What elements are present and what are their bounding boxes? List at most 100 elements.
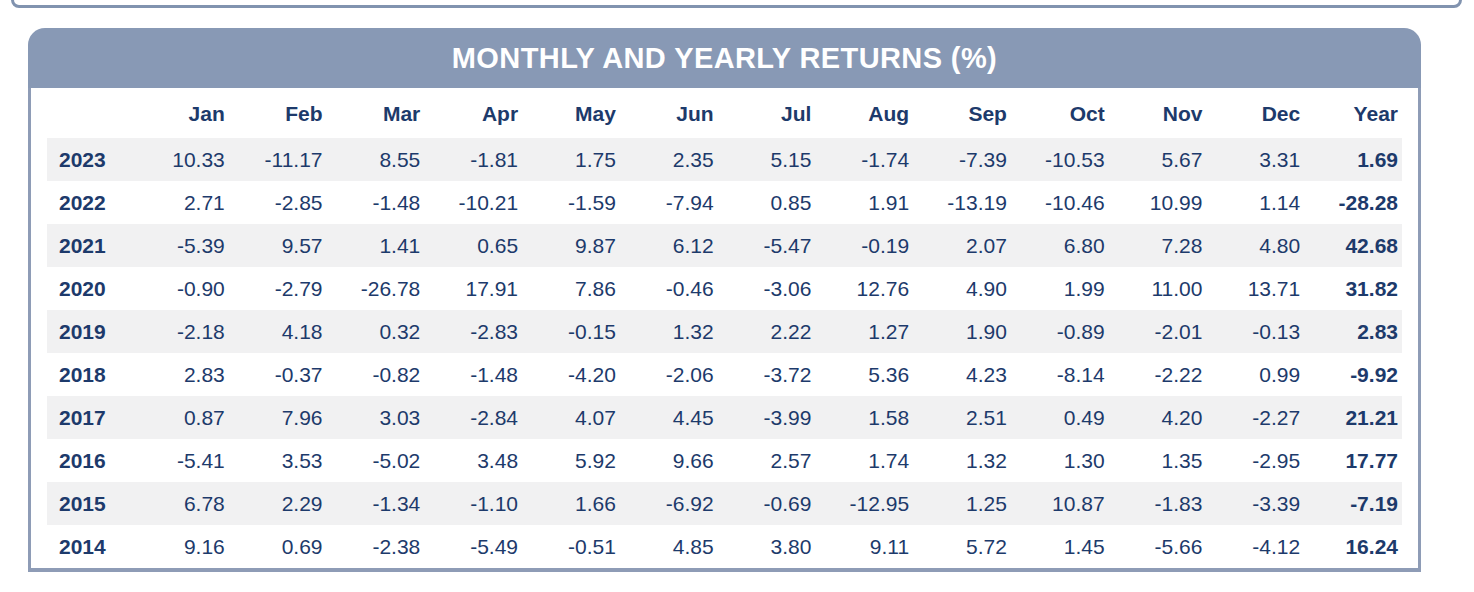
- monthly-return-cell: 9.87: [522, 224, 620, 267]
- monthly-return-cell: -1.34: [327, 482, 425, 525]
- year-total-cell: -7.19: [1304, 482, 1402, 525]
- monthly-return-cell: 3.48: [424, 439, 522, 482]
- panel-header-bar: MONTHLY AND YEARLY RETURNS (%): [28, 28, 1421, 88]
- monthly-return-cell: 1.14: [1206, 181, 1304, 224]
- monthly-return-cell: -4.20: [522, 353, 620, 396]
- monthly-return-cell: 9.11: [815, 525, 913, 568]
- year-total-cell: 17.77: [1304, 439, 1402, 482]
- year-total-header: Year: [1304, 90, 1402, 138]
- monthly-return-cell: 10.99: [1109, 181, 1207, 224]
- monthly-return-cell: -0.69: [718, 482, 816, 525]
- monthly-return-cell: 3.53: [229, 439, 327, 482]
- monthly-return-cell: 12.76: [815, 267, 913, 310]
- monthly-return-cell: -3.99: [718, 396, 816, 439]
- monthly-return-cell: -1.48: [424, 353, 522, 396]
- row-year-label: 2020: [47, 267, 131, 310]
- returns-table-body: 202310.33-11.178.55-1.811.752.355.15-1.7…: [47, 138, 1402, 568]
- monthly-return-cell: 8.55: [327, 138, 425, 181]
- monthly-return-cell: 4.80: [1206, 224, 1304, 267]
- monthly-return-cell: 9.66: [620, 439, 718, 482]
- monthly-return-cell: 13.71: [1206, 267, 1304, 310]
- monthly-return-cell: -2.06: [620, 353, 718, 396]
- year-total-cell: 31.82: [1304, 267, 1402, 310]
- returns-table-head: JanFebMarAprMayJunJulAugSepOctNovDecYear: [47, 90, 1402, 138]
- monthly-return-cell: -5.39: [131, 224, 229, 267]
- year-total-cell: -28.28: [1304, 181, 1402, 224]
- monthly-return-cell: -0.82: [327, 353, 425, 396]
- monthly-return-cell: -11.17: [229, 138, 327, 181]
- year-total-cell: 2.83: [1304, 310, 1402, 353]
- monthly-return-cell: 2.07: [913, 224, 1011, 267]
- year-total-cell: -9.92: [1304, 353, 1402, 396]
- monthly-return-cell: 3.80: [718, 525, 816, 568]
- monthly-return-cell: -3.06: [718, 267, 816, 310]
- panel-body: JanFebMarAprMayJunJulAugSepOctNovDecYear…: [28, 88, 1421, 572]
- monthly-return-cell: 11.00: [1109, 267, 1207, 310]
- monthly-return-cell: -2.01: [1109, 310, 1207, 353]
- monthly-return-cell: -0.46: [620, 267, 718, 310]
- monthly-return-cell: 2.29: [229, 482, 327, 525]
- year-total-cell: 1.69: [1304, 138, 1402, 181]
- monthly-return-cell: -0.15: [522, 310, 620, 353]
- monthly-return-cell: 6.80: [1011, 224, 1109, 267]
- monthly-return-cell: 0.99: [1206, 353, 1304, 396]
- row-year-label: 2023: [47, 138, 131, 181]
- monthly-return-cell: 4.85: [620, 525, 718, 568]
- month-header: Jun: [620, 90, 718, 138]
- monthly-return-cell: 0.87: [131, 396, 229, 439]
- month-header: Feb: [229, 90, 327, 138]
- monthly-return-cell: 4.20: [1109, 396, 1207, 439]
- monthly-return-cell: -2.27: [1206, 396, 1304, 439]
- monthly-return-cell: -3.72: [718, 353, 816, 396]
- monthly-return-cell: 1.30: [1011, 439, 1109, 482]
- monthly-return-cell: 10.33: [131, 138, 229, 181]
- month-header: Oct: [1011, 90, 1109, 138]
- monthly-return-cell: 9.57: [229, 224, 327, 267]
- monthly-return-cell: 2.83: [131, 353, 229, 396]
- monthly-return-cell: -8.14: [1011, 353, 1109, 396]
- month-header: Dec: [1206, 90, 1304, 138]
- monthly-return-cell: -0.51: [522, 525, 620, 568]
- monthly-return-cell: -5.47: [718, 224, 816, 267]
- table-row: 20149.160.69-2.38-5.49-0.514.853.809.115…: [47, 525, 1402, 568]
- monthly-return-cell: -2.38: [327, 525, 425, 568]
- year-total-cell: 42.68: [1304, 224, 1402, 267]
- monthly-return-cell: -2.95: [1206, 439, 1304, 482]
- monthly-return-cell: -10.46: [1011, 181, 1109, 224]
- monthly-return-cell: 1.58: [815, 396, 913, 439]
- monthly-return-cell: -2.83: [424, 310, 522, 353]
- monthly-return-cell: 17.91: [424, 267, 522, 310]
- monthly-return-cell: 1.91: [815, 181, 913, 224]
- month-header: Nov: [1109, 90, 1207, 138]
- monthly-return-cell: -2.85: [229, 181, 327, 224]
- monthly-return-cell: -2.79: [229, 267, 327, 310]
- monthly-return-cell: 7.96: [229, 396, 327, 439]
- monthly-return-cell: 2.51: [913, 396, 1011, 439]
- table-row: 2019-2.184.180.32-2.83-0.151.322.221.271…: [47, 310, 1402, 353]
- monthly-return-cell: 1.41: [327, 224, 425, 267]
- monthly-return-cell: 1.35: [1109, 439, 1207, 482]
- table-row: 20182.83-0.37-0.82-1.48-4.20-2.06-3.725.…: [47, 353, 1402, 396]
- monthly-return-cell: 6.78: [131, 482, 229, 525]
- table-row: 2021-5.399.571.410.659.876.12-5.47-0.192…: [47, 224, 1402, 267]
- year-total-cell: 16.24: [1304, 525, 1402, 568]
- monthly-return-cell: -5.66: [1109, 525, 1207, 568]
- monthly-return-cell: -7.39: [913, 138, 1011, 181]
- monthly-return-cell: -7.94: [620, 181, 718, 224]
- table-row: 20170.877.963.03-2.844.074.45-3.991.582.…: [47, 396, 1402, 439]
- panel-title: MONTHLY AND YEARLY RETURNS (%): [452, 42, 997, 75]
- monthly-return-cell: 1.99: [1011, 267, 1109, 310]
- monthly-return-cell: 1.45: [1011, 525, 1109, 568]
- table-row: 20156.782.29-1.34-1.101.66-6.92-0.69-12.…: [47, 482, 1402, 525]
- monthly-return-cell: -5.41: [131, 439, 229, 482]
- monthly-return-cell: -10.21: [424, 181, 522, 224]
- row-year-label: 2019: [47, 310, 131, 353]
- year-total-cell: 21.21: [1304, 396, 1402, 439]
- monthly-return-cell: 3.31: [1206, 138, 1304, 181]
- table-row: 20222.71-2.85-1.48-10.21-1.59-7.940.851.…: [47, 181, 1402, 224]
- monthly-return-cell: -13.19: [913, 181, 1011, 224]
- upper-panel-bottom-edge: [11, 0, 1462, 8]
- monthly-return-cell: 5.92: [522, 439, 620, 482]
- monthly-return-cell: 7.86: [522, 267, 620, 310]
- monthly-return-cell: 1.32: [620, 310, 718, 353]
